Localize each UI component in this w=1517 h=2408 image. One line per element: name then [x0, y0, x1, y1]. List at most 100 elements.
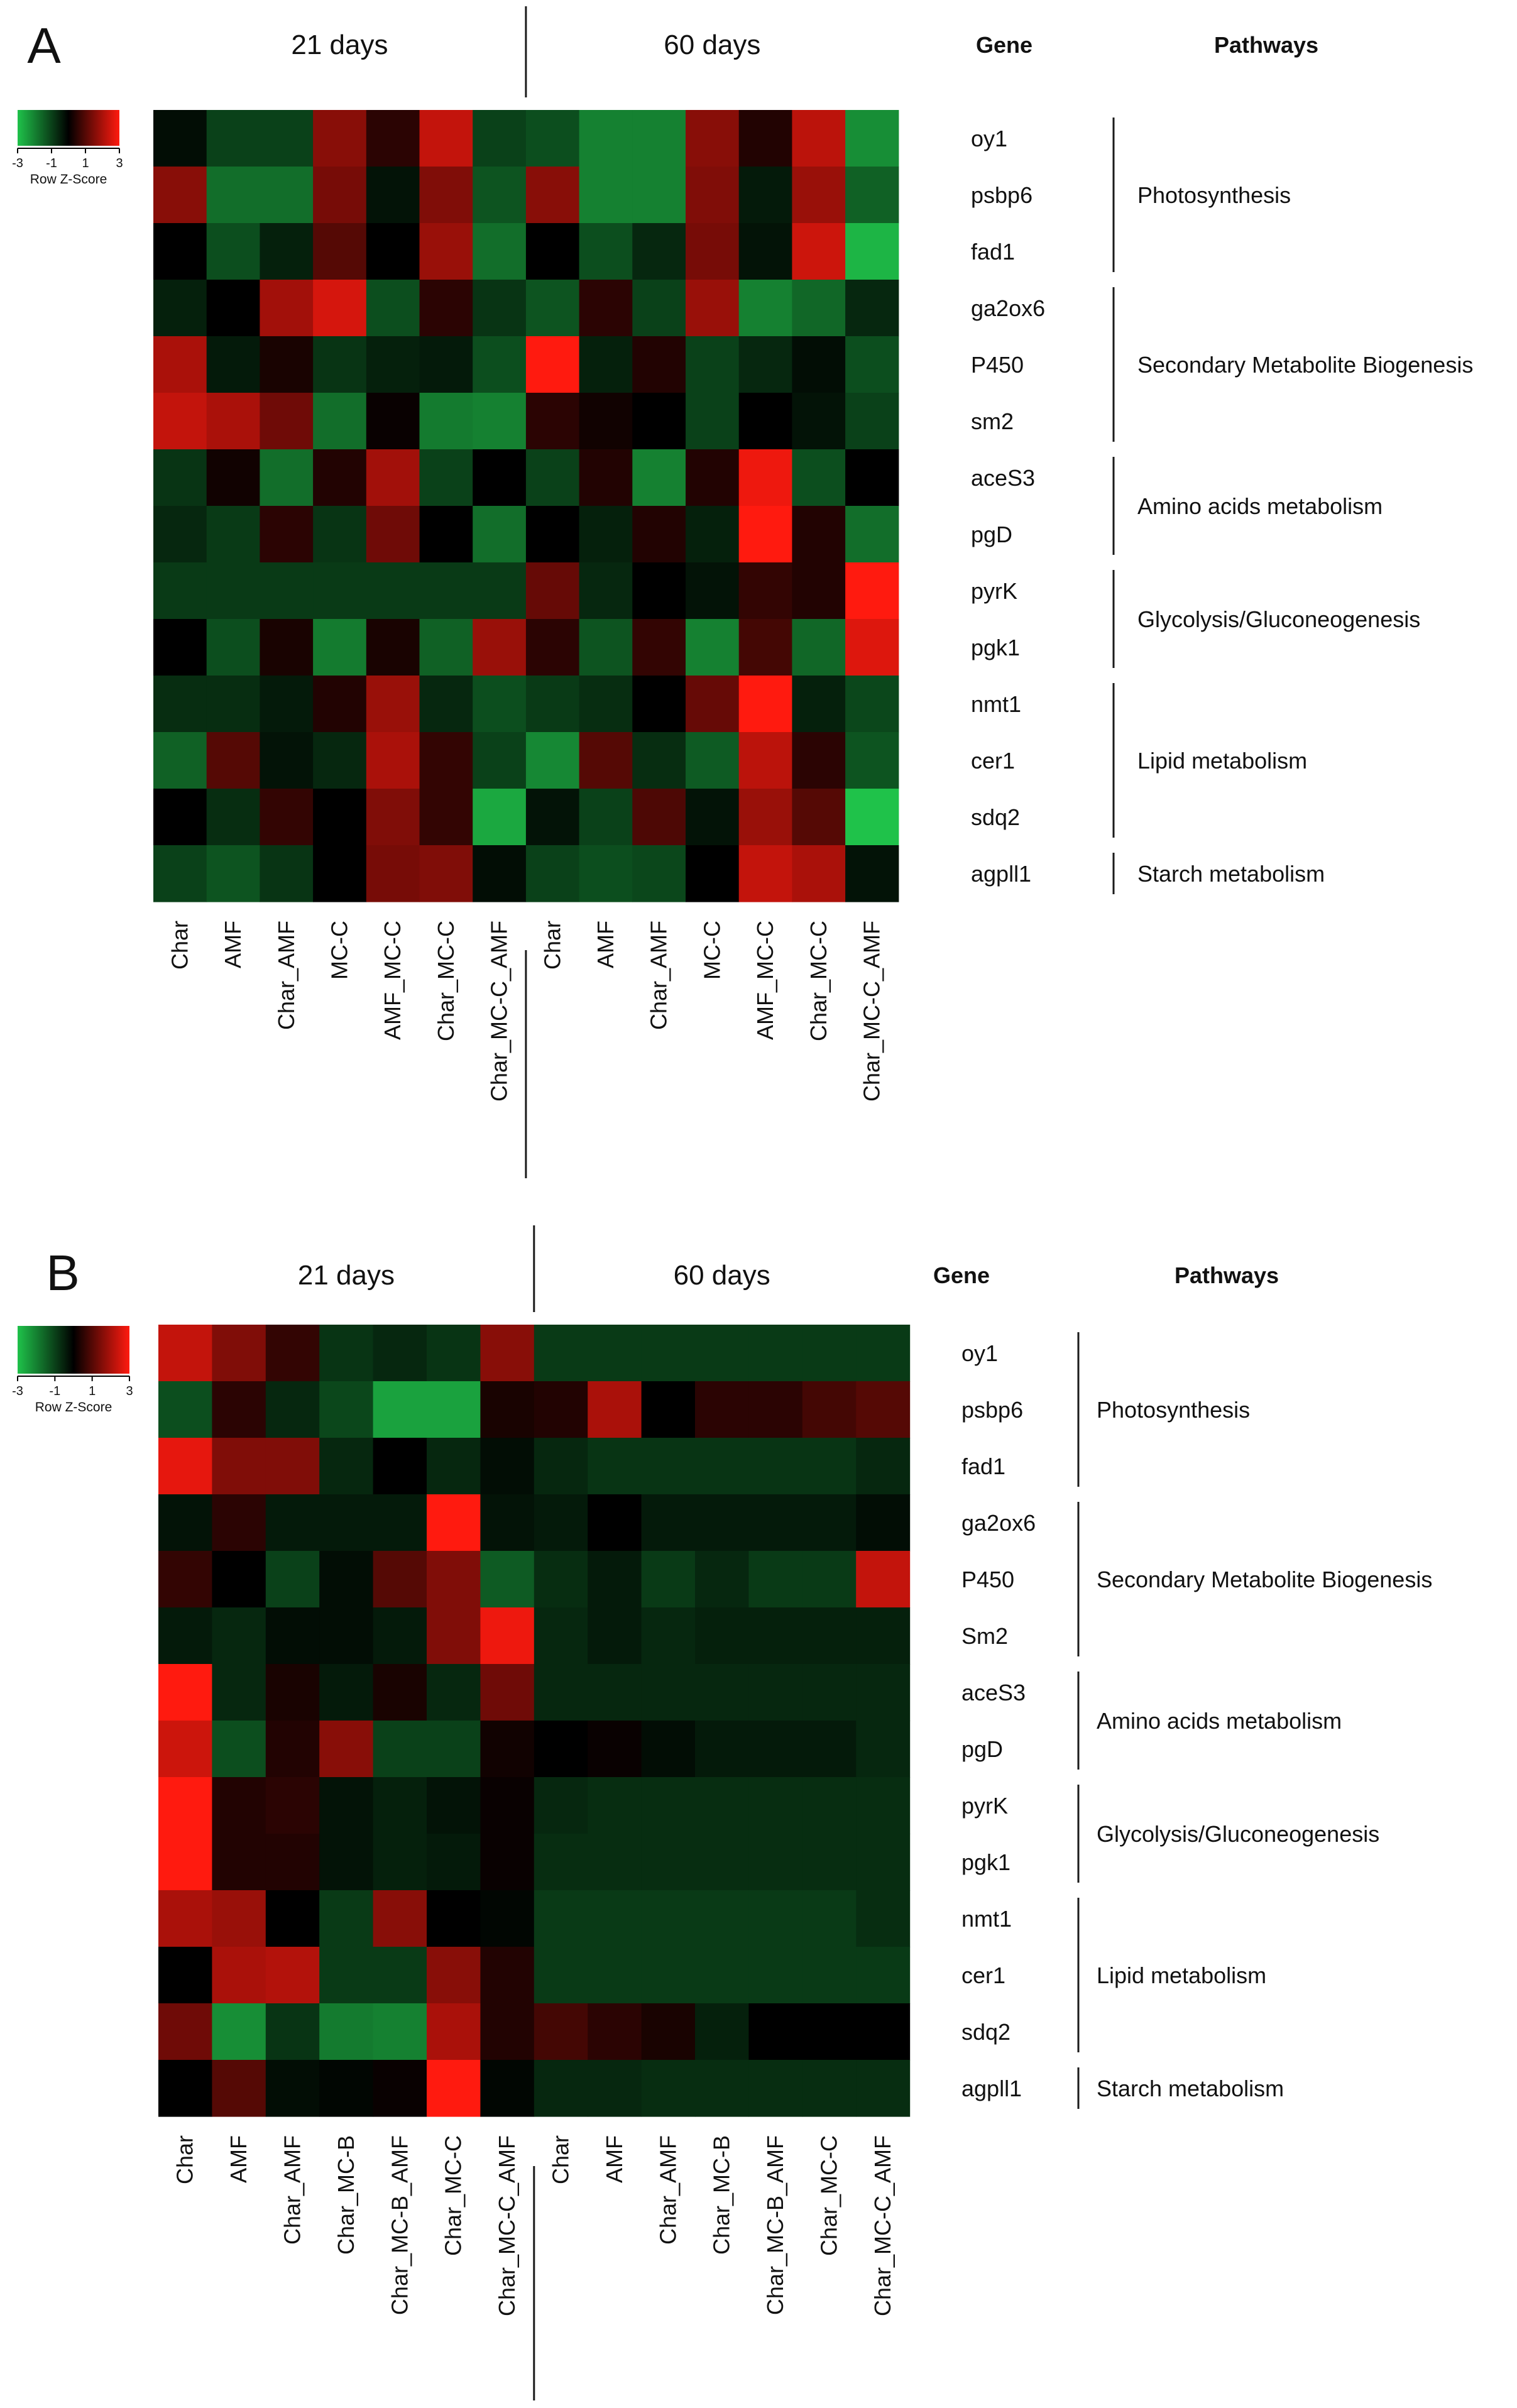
heatmap-cell — [792, 167, 846, 224]
heatmap-cell — [632, 167, 686, 224]
heatmap-cell — [373, 1834, 427, 1891]
row-label: sdq2 — [971, 804, 1020, 830]
heatmap-cell — [153, 167, 207, 224]
heatmap-cell — [792, 223, 846, 280]
heatmap-cell — [480, 1381, 535, 1438]
heatmap-cell — [792, 562, 846, 620]
heatmap-cell — [427, 1325, 481, 1382]
column-label: AMF_MC-C — [380, 921, 405, 1040]
heatmap-cell — [845, 676, 899, 733]
group-header-0: 21 days — [291, 30, 388, 60]
heatmap-cell — [373, 1664, 427, 1721]
heatmap-cell — [738, 845, 792, 902]
heatmap-cell — [260, 449, 314, 506]
heatmap-cell — [845, 110, 899, 167]
heatmap-cell — [632, 449, 686, 506]
heatmap-cell — [792, 732, 846, 789]
heatmap-cell — [588, 2003, 642, 2060]
heatmap-cell — [427, 1381, 481, 1438]
heatmap-cell — [265, 1947, 320, 2004]
heatmap-cell — [419, 167, 473, 224]
heatmap-cell — [427, 1721, 481, 1778]
column-label: Char_MC-C_AMF — [494, 2135, 520, 2316]
heatmap-cell — [695, 1551, 749, 1608]
heatmap-cell — [473, 167, 527, 224]
row-label: psbp6 — [961, 1397, 1023, 1423]
heatmap-cell — [641, 1721, 696, 1778]
heatmap-cell — [212, 1721, 266, 1778]
gene-header: Gene — [933, 1262, 990, 1288]
heatmap-cell — [748, 1381, 803, 1438]
heatmap-cell — [588, 1607, 642, 1665]
column-label: Char_MC-B — [333, 2135, 359, 2255]
heatmap-cell — [641, 2003, 696, 2060]
heatmap-cell — [212, 1607, 266, 1665]
heatmap-cell — [525, 676, 580, 733]
heatmap-cell — [265, 1777, 320, 1834]
heatmap-cell — [260, 506, 314, 563]
heatmap-cell — [686, 562, 740, 620]
heatmap-cell — [206, 676, 260, 733]
heatmap-cell — [792, 393, 846, 450]
heatmap-cell — [419, 393, 473, 450]
heatmap-cell — [525, 732, 580, 789]
heatmap-cell — [588, 1721, 642, 1778]
column-label: AMF — [226, 2135, 251, 2183]
heatmap-cell — [319, 1494, 374, 1552]
heatmap-cell — [313, 506, 367, 563]
heatmap-cell — [427, 1551, 481, 1608]
heatmap-cell — [686, 393, 740, 450]
heatmap-cell — [588, 1551, 642, 1608]
heatmap-cell — [480, 2060, 535, 2117]
heatmap-cell — [632, 110, 686, 167]
heatmap-cell — [158, 1947, 212, 2004]
heatmap-cell — [206, 167, 260, 224]
heatmap-cell — [473, 449, 527, 506]
heatmap-cell — [792, 280, 846, 337]
heatmap-cell — [534, 2060, 588, 2117]
heatmap-cell — [206, 506, 260, 563]
heatmap-cell — [534, 1834, 588, 1891]
heatmap-cell — [473, 280, 527, 337]
heatmap-cell — [856, 1947, 911, 2004]
heatmap-cell — [632, 732, 686, 789]
heatmap-cell — [748, 1325, 803, 1382]
heatmap-cell — [427, 1777, 481, 1834]
heatmap-cell — [579, 506, 633, 563]
heatmap-cell — [153, 393, 207, 450]
row-label: cer1 — [971, 748, 1015, 774]
column-label: Char_AMF — [280, 2135, 305, 2245]
heatmap-cell — [153, 562, 207, 620]
heatmap-cell — [845, 336, 899, 393]
heatmap-cell — [260, 280, 314, 337]
heatmap-cell — [588, 1381, 642, 1438]
heatmap-cell — [534, 1494, 588, 1552]
heatmap-cell — [212, 1551, 266, 1608]
heatmap-cell — [206, 393, 260, 450]
heatmap-cell — [738, 562, 792, 620]
heatmap-cell — [588, 1325, 642, 1382]
heatmap-cell — [212, 1890, 266, 1947]
column-label: Char — [548, 2135, 574, 2184]
heatmap-cell — [153, 223, 207, 280]
heatmap-cell — [856, 1494, 911, 1552]
heatmap-cell — [695, 1834, 749, 1891]
heatmap-cell — [525, 845, 580, 902]
heatmap-cell — [738, 506, 792, 563]
column-label: Char_MC-B_AMF — [762, 2135, 788, 2315]
heatmap-cell — [845, 449, 899, 506]
heatmap-cell — [419, 676, 473, 733]
heatmap-cell — [738, 676, 792, 733]
heatmap-cell — [579, 619, 633, 676]
heatmap-cell — [748, 1664, 803, 1721]
heatmap-cell — [686, 676, 740, 733]
heatmap-cell — [373, 1947, 427, 2004]
heatmap-cell — [802, 1438, 857, 1495]
heatmap-cell — [695, 1607, 749, 1665]
heatmap-cell — [427, 1494, 481, 1552]
heatmap-cell — [802, 1381, 857, 1438]
heatmap-cell — [856, 2003, 911, 2060]
heatmap-cell — [534, 1381, 588, 1438]
heatmap-cell — [525, 562, 580, 620]
heatmap-cell — [686, 110, 740, 167]
